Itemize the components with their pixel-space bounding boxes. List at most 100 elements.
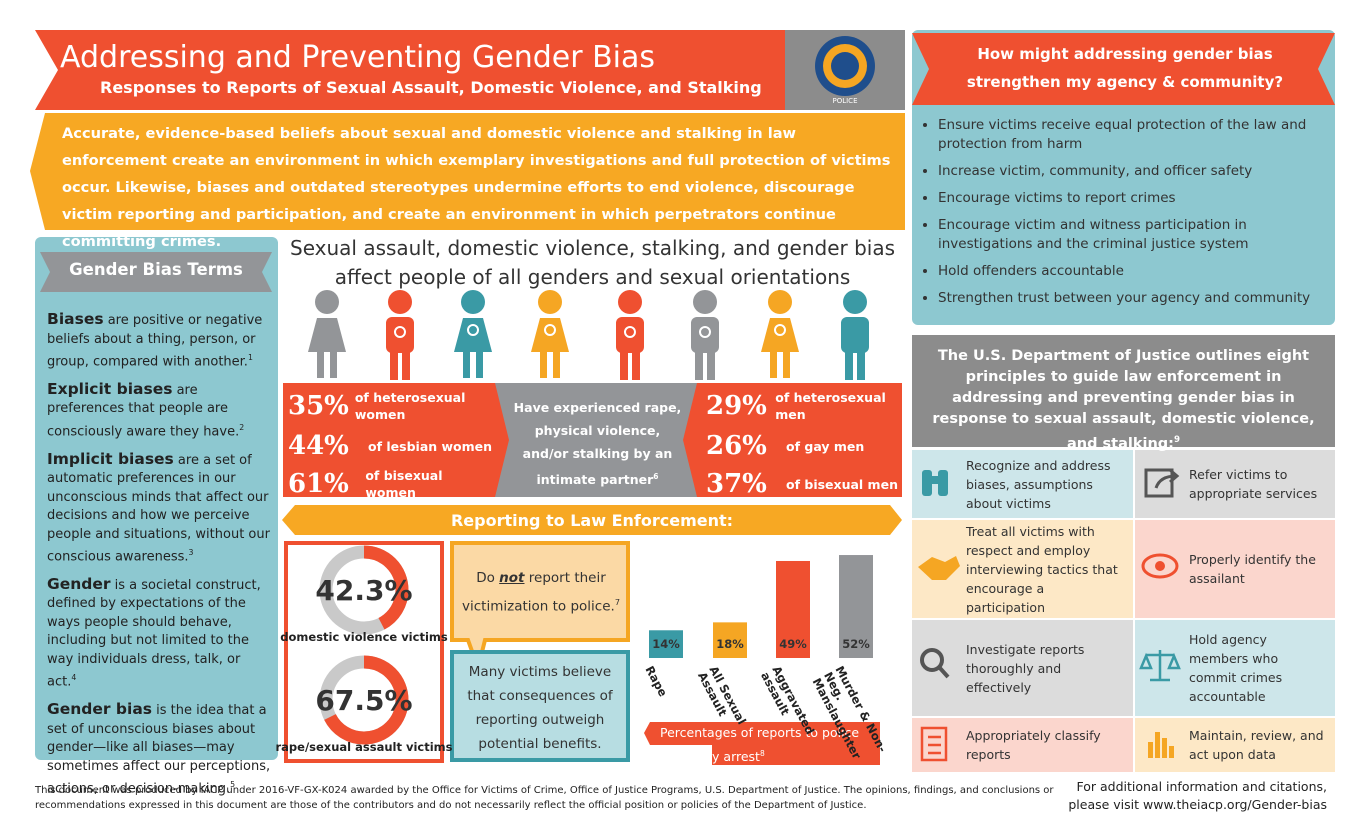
stat-value: 26%: [706, 431, 767, 461]
donut-caption: domestic violence victims: [280, 630, 448, 644]
principles-title: The U.S. Department of Justice outlines …: [922, 346, 1325, 455]
principle-cells: [912, 450, 1335, 772]
stat-label: of bisexual men: [786, 476, 898, 492]
term-item: Implicit biases are a set of automatic p…: [47, 450, 273, 567]
stat-label: of heterosexual women: [354, 390, 466, 422]
principle-text: Refer victims to appropriate services: [1189, 467, 1318, 501]
stat-value: 37%: [706, 469, 767, 499]
logo-label: POLICE: [832, 97, 857, 105]
bar: [839, 555, 873, 658]
title: Addressing and Preventing Gender Bias: [60, 40, 656, 75]
bar-value-label: 52%: [842, 637, 870, 651]
bar: [713, 622, 747, 658]
stat-value: 44%: [288, 431, 349, 461]
prevalence-heading: Sexual assault, domestic violence, stalk…: [290, 236, 896, 289]
center-text: Have experienced rape, physical violence…: [513, 400, 682, 488]
benefit-item: Encourage victims to report crimes: [938, 189, 1343, 208]
women-stats-box: [283, 383, 512, 497]
stat-label: of bisexual women: [365, 468, 443, 500]
stat-row: 35% of heterosexual women: [288, 388, 493, 424]
stat-label: of gay men: [786, 438, 865, 454]
bar-value-label: 14%: [652, 637, 680, 651]
more-info: For additional information and citations…: [1068, 779, 1327, 812]
intro-banner: [30, 113, 905, 230]
subtitle: Responses to Reports of Sexual Assault, …: [100, 78, 762, 97]
bar-value-label: 18%: [716, 637, 744, 651]
stat-label: of lesbian women: [368, 438, 493, 454]
definition: is the idea that a set of unconscious bi…: [47, 703, 271, 797]
footnote: 2: [239, 422, 245, 432]
term: Gender bias: [47, 700, 153, 719]
bar-value-label: 49%: [779, 637, 807, 651]
stat-row: 26% of gay men: [706, 428, 901, 464]
footnote: 8: [759, 749, 765, 758]
term-item: Biases are positive or negative beliefs …: [47, 310, 273, 372]
definition: are preferences that people are consciou…: [47, 382, 240, 440]
terms-panel: [35, 237, 278, 760]
stat-row: 29% of heterosexual men: [706, 388, 901, 424]
benefit-item: Strengthen trust between your agency and…: [938, 289, 1343, 308]
intro: Accurate, evidence-based beliefs about s…: [62, 125, 891, 250]
bar-caption: Percentages of reports to police closed …: [656, 722, 885, 767]
benefit-item: Hold offenders accountable: [938, 262, 1343, 281]
not-report: report their victimization to police.: [462, 570, 615, 615]
principle-text: Investigate reports thoroughly and effec…: [966, 641, 1085, 695]
bar: [776, 560, 810, 658]
title-banner: [35, 30, 785, 110]
term-item: Explicit biases are preferences that peo…: [47, 380, 273, 442]
benefits-list: Ensure victims receive equal protection …: [920, 116, 1343, 316]
reporting-title: Reporting to Law Enforcement:: [450, 511, 734, 530]
stat-row: 37% of bisexual men: [706, 466, 901, 502]
stat-label: of heterosexual men: [775, 390, 886, 422]
donut-box: [284, 541, 444, 763]
principle-icons: [918, 468, 1181, 762]
term-item: Gender is a societal construct, defined …: [47, 575, 273, 692]
stat-value: 61%: [288, 469, 349, 499]
footnote: 4: [71, 673, 77, 683]
footnote: 1: [247, 353, 253, 362]
principle-text: Properly identify the assailant: [1189, 552, 1316, 586]
footnote: 3: [188, 548, 194, 558]
definition: is a societal construct, defined by expe…: [47, 577, 261, 690]
principle-text: Appropriately classify reports: [966, 728, 1101, 762]
principle-text: Hold agency members who commit crimes ac…: [1189, 632, 1283, 704]
center-text: Have experienced rape, physical violence…: [510, 396, 685, 491]
reporting-banner: [282, 505, 902, 535]
benefit-item: Encourage victim and witness participati…: [938, 216, 1343, 254]
footnote: 7: [614, 597, 620, 607]
disclaimer: This document was produced by IACP under…: [35, 785, 1054, 811]
terms-list: Biases are positive or negative beliefs …: [47, 310, 273, 807]
principle-text: Maintain, review, and act upon data: [1189, 728, 1324, 762]
principles-header: [912, 335, 1335, 447]
benefits-ribbon: [912, 33, 1335, 105]
stat-value: 29%: [706, 391, 767, 421]
donut-label: 42.3%: [315, 574, 412, 607]
term: Gender: [47, 574, 111, 593]
donut-caption: rape/sexual assault victims: [276, 740, 453, 754]
donut-arc: [319, 545, 409, 635]
footnote: 5: [230, 780, 236, 790]
caption-box: [644, 722, 880, 765]
footnote: 6: [653, 472, 659, 481]
terms-ribbon: [40, 252, 272, 292]
stat-value: 35%: [288, 391, 349, 421]
belief: Many victims believe that consequences o…: [467, 664, 613, 752]
people-icons: [308, 290, 869, 380]
donut-label: 67.5%: [315, 684, 412, 717]
not-report: Do not report their victimization to pol…: [458, 566, 624, 619]
benefits-title: How might addressing gender bias strengt…: [966, 45, 1284, 91]
definition: are positive or negative beliefs about a…: [47, 313, 263, 370]
stat-row: 61% of bisexual women: [288, 466, 493, 502]
not-report: Do: [476, 570, 500, 586]
benefit-item: Increase victim, community, and officer …: [938, 162, 1343, 181]
logo-badge: [831, 52, 859, 80]
term: Explicit biases: [47, 379, 173, 398]
bar: [649, 630, 683, 658]
definition: are a set of automatic preferences in ou…: [47, 452, 270, 565]
center-box: [495, 383, 700, 497]
donut-arc: [319, 655, 409, 745]
emphasis: not: [499, 570, 525, 586]
footnote: 9: [1173, 435, 1180, 445]
